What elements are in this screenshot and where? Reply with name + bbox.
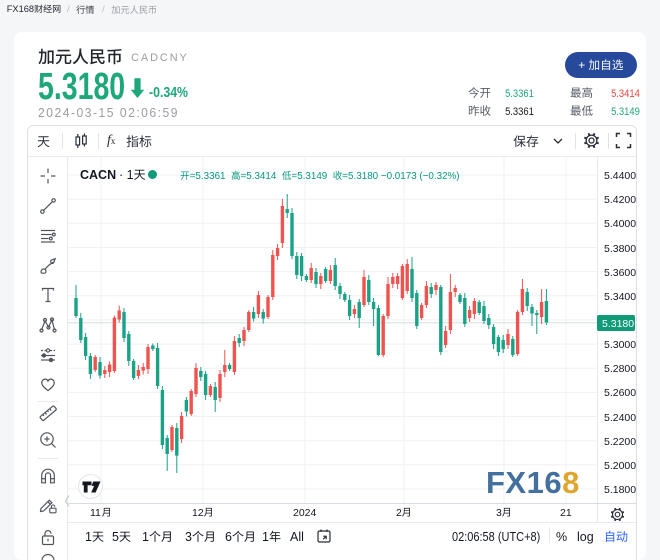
svg-text:5.1800: 5.1800 bbox=[604, 484, 636, 496]
svg-text:=5.3180 −0.0173 (−0.32%): =5.3180 −0.0173 (−0.32%) bbox=[342, 171, 459, 182]
svg-text:5: 5 bbox=[112, 530, 119, 544]
svg-text:5.3361: 5.3361 bbox=[505, 107, 534, 119]
svg-text:5.2400: 5.2400 bbox=[604, 411, 636, 423]
svg-text:5.3000: 5.3000 bbox=[604, 339, 636, 351]
svg-text:5.3600: 5.3600 bbox=[604, 266, 636, 278]
svg-text:2024-03-15 02:06:59: 2024-03-15 02:06:59 bbox=[38, 106, 179, 120]
svg-text:All: All bbox=[290, 530, 304, 544]
svg-text:5.3180: 5.3180 bbox=[602, 318, 634, 330]
svg-text:5.2000: 5.2000 bbox=[604, 460, 636, 472]
svg-text:12: 12 bbox=[192, 507, 204, 519]
svg-text:1: 1 bbox=[142, 530, 149, 544]
svg-text:FX168: FX168 bbox=[7, 4, 34, 14]
svg-text:2: 2 bbox=[396, 507, 402, 519]
svg-text:1: 1 bbox=[262, 530, 269, 544]
svg-text:5.3361: 5.3361 bbox=[505, 89, 534, 101]
svg-text:11: 11 bbox=[90, 507, 101, 519]
svg-text:=5.3149: =5.3149 bbox=[291, 171, 327, 182]
svg-text:-0.34%: -0.34% bbox=[149, 84, 188, 100]
svg-text:3: 3 bbox=[185, 530, 192, 544]
svg-text:1: 1 bbox=[85, 530, 92, 544]
svg-text:5.4000: 5.4000 bbox=[604, 218, 636, 230]
svg-text:5.4400: 5.4400 bbox=[604, 170, 636, 182]
svg-text:6: 6 bbox=[225, 530, 232, 544]
svg-text:/: / bbox=[102, 4, 105, 14]
svg-text:5.4200: 5.4200 bbox=[604, 194, 636, 206]
svg-text:CADCNY: CADCNY bbox=[131, 52, 189, 64]
svg-text:5.3400: 5.3400 bbox=[604, 291, 636, 303]
svg-text:2024: 2024 bbox=[293, 507, 317, 519]
svg-text:%: % bbox=[556, 530, 567, 544]
svg-text:5.3800: 5.3800 bbox=[604, 242, 636, 254]
svg-text:3: 3 bbox=[496, 507, 502, 519]
svg-text:5.2600: 5.2600 bbox=[604, 387, 636, 399]
svg-text:=5.3361: =5.3361 bbox=[190, 171, 226, 182]
svg-text:=5.3414: =5.3414 bbox=[241, 171, 277, 182]
svg-text:+: + bbox=[578, 58, 585, 72]
svg-text:log: log bbox=[577, 530, 594, 544]
svg-text:/: / bbox=[67, 4, 70, 14]
svg-text:5.3180: 5.3180 bbox=[38, 66, 125, 108]
svg-text:· 1: · 1 bbox=[119, 168, 134, 182]
svg-text:5.3149: 5.3149 bbox=[611, 107, 640, 119]
svg-text:5.3414: 5.3414 bbox=[611, 89, 640, 101]
svg-text:5.2200: 5.2200 bbox=[604, 436, 636, 448]
svg-text:21: 21 bbox=[560, 507, 572, 519]
svg-text:5.2800: 5.2800 bbox=[604, 363, 636, 375]
svg-text:CACN: CACN bbox=[80, 168, 116, 182]
svg-text:02:06:58 (UTC+8): 02:06:58 (UTC+8) bbox=[452, 530, 540, 544]
